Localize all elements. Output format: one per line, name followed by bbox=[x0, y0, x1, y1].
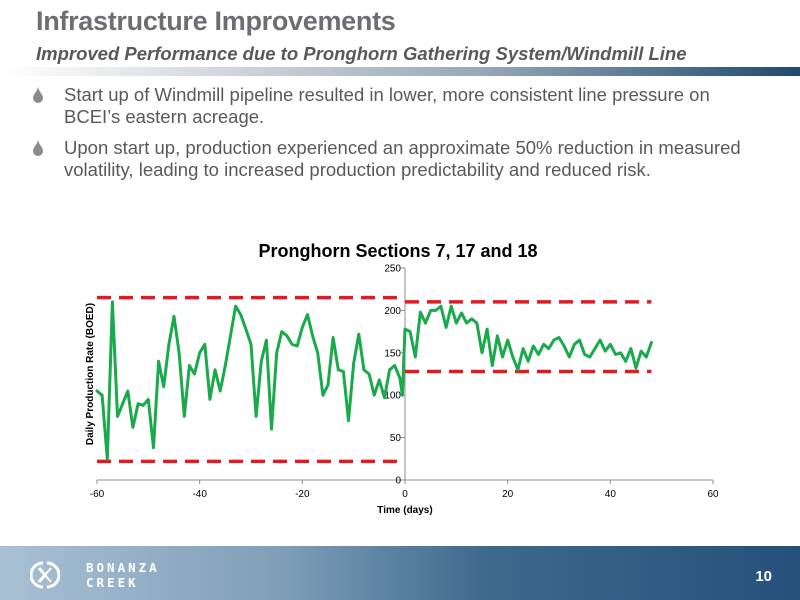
x-axis-label: Time (days) bbox=[377, 505, 432, 516]
bullet-item: Upon start up, production experienced an… bbox=[30, 137, 770, 181]
bullet-text: Upon start up, production experienced an… bbox=[64, 137, 741, 180]
x-tick-label: 60 bbox=[707, 489, 719, 500]
x-tick-label: 0 bbox=[402, 489, 408, 500]
footer-bar: BONANZA CREEK 10 bbox=[0, 546, 800, 600]
page-subtitle: Improved Performance due to Pronghorn Ga… bbox=[36, 43, 687, 64]
chart-axes: -60 -40 -20 0 20 40 60 0 50 100 150 200 250 bbox=[90, 264, 719, 501]
production-chart: Pronghorn Sections 7, 17 and 18 Daily Pr… bbox=[85, 241, 719, 516]
x-tick-label: 20 bbox=[502, 489, 514, 500]
x-tick-label: 40 bbox=[605, 489, 617, 500]
y-tick-label: 100 bbox=[384, 391, 401, 402]
bullet-text: Start up of Windmill pipeline resulted i… bbox=[64, 84, 710, 127]
logo-line-1: BONANZA bbox=[86, 560, 160, 575]
bullet-list: Start up of Windmill pipeline resulted i… bbox=[30, 84, 770, 190]
production-series-line bbox=[95, 300, 653, 461]
drop-bullet-icon bbox=[33, 139, 43, 156]
page-number: 10 bbox=[755, 568, 772, 585]
y-tick-label: 250 bbox=[384, 264, 401, 275]
y-tick-label: 0 bbox=[395, 476, 401, 487]
y-tick-label: 150 bbox=[384, 348, 401, 359]
bullet-item: Start up of Windmill pipeline resulted i… bbox=[30, 84, 770, 128]
header-divider bbox=[0, 67, 800, 76]
x-tick-label: -40 bbox=[192, 489, 207, 500]
chart-title: Pronghorn Sections 7, 17 and 18 bbox=[258, 241, 537, 261]
range-bands bbox=[97, 295, 652, 464]
page-title: Infrastructure Improvements bbox=[36, 6, 396, 36]
drop-bullet-icon bbox=[33, 86, 43, 103]
chart-series bbox=[95, 300, 653, 461]
x-tick-label: -60 bbox=[90, 489, 105, 500]
x-tick-label: -20 bbox=[295, 489, 310, 500]
y-tick-label: 50 bbox=[390, 433, 402, 444]
logo-line-2: CREEK bbox=[86, 575, 139, 590]
y-tick-label: 200 bbox=[384, 306, 401, 317]
y-axis-label: Daily Production Rate (BOED) bbox=[85, 303, 96, 445]
bonanza-creek-mark-icon bbox=[30, 561, 60, 589]
